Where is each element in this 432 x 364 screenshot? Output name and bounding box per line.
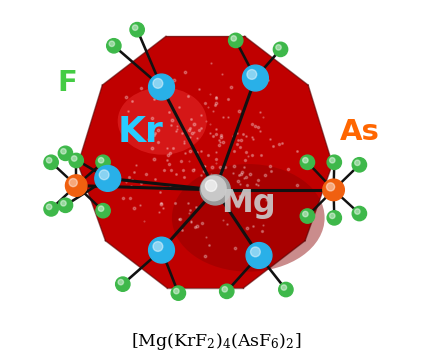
- Circle shape: [71, 156, 77, 161]
- Circle shape: [149, 237, 175, 263]
- Ellipse shape: [118, 87, 207, 155]
- Circle shape: [133, 25, 138, 30]
- Circle shape: [58, 146, 73, 161]
- Text: Kr: Kr: [118, 115, 164, 149]
- Circle shape: [153, 242, 163, 252]
- Circle shape: [61, 201, 66, 206]
- Circle shape: [107, 39, 121, 53]
- Circle shape: [109, 41, 114, 47]
- Circle shape: [330, 158, 335, 163]
- Circle shape: [303, 211, 308, 217]
- Circle shape: [61, 149, 66, 154]
- Circle shape: [247, 70, 257, 79]
- Circle shape: [200, 175, 230, 205]
- Circle shape: [355, 209, 360, 214]
- Ellipse shape: [172, 164, 324, 272]
- Circle shape: [242, 65, 268, 91]
- Circle shape: [118, 280, 124, 285]
- Circle shape: [44, 155, 58, 170]
- Circle shape: [327, 155, 341, 170]
- Circle shape: [300, 209, 314, 223]
- Circle shape: [96, 155, 110, 170]
- Circle shape: [352, 158, 366, 172]
- Circle shape: [251, 247, 260, 257]
- Circle shape: [153, 79, 163, 88]
- Circle shape: [273, 42, 288, 56]
- Circle shape: [303, 158, 308, 163]
- Circle shape: [229, 33, 243, 48]
- Circle shape: [95, 166, 121, 191]
- Circle shape: [44, 202, 58, 216]
- Circle shape: [219, 284, 234, 298]
- Circle shape: [281, 285, 286, 290]
- Circle shape: [66, 175, 87, 196]
- Text: As: As: [340, 118, 379, 146]
- Text: Mg: Mg: [221, 188, 276, 219]
- Circle shape: [174, 288, 179, 294]
- Circle shape: [300, 155, 314, 170]
- Circle shape: [355, 160, 360, 166]
- Circle shape: [222, 286, 228, 292]
- Circle shape: [323, 179, 344, 201]
- Text: $\mathregular{[Mg(KrF_2)_4(AsF_6)_2]}$: $\mathregular{[Mg(KrF_2)_4(AsF_6)_2]}$: [131, 331, 301, 352]
- Circle shape: [327, 183, 335, 191]
- Circle shape: [327, 211, 341, 225]
- Circle shape: [98, 206, 104, 211]
- Circle shape: [276, 45, 281, 50]
- Circle shape: [205, 180, 217, 191]
- Circle shape: [58, 198, 73, 213]
- Circle shape: [352, 206, 366, 221]
- Circle shape: [69, 178, 77, 187]
- Circle shape: [279, 282, 293, 297]
- Circle shape: [99, 170, 109, 180]
- Circle shape: [130, 23, 144, 37]
- Circle shape: [171, 286, 185, 300]
- Circle shape: [246, 242, 272, 268]
- Circle shape: [116, 277, 130, 291]
- Circle shape: [46, 204, 52, 210]
- Circle shape: [201, 176, 226, 201]
- Circle shape: [96, 203, 110, 218]
- Circle shape: [98, 158, 104, 163]
- Text: F: F: [57, 70, 77, 98]
- Circle shape: [69, 153, 83, 168]
- Circle shape: [330, 213, 335, 218]
- Circle shape: [149, 74, 175, 100]
- Polygon shape: [78, 36, 333, 288]
- Circle shape: [46, 158, 52, 163]
- Circle shape: [231, 36, 236, 41]
